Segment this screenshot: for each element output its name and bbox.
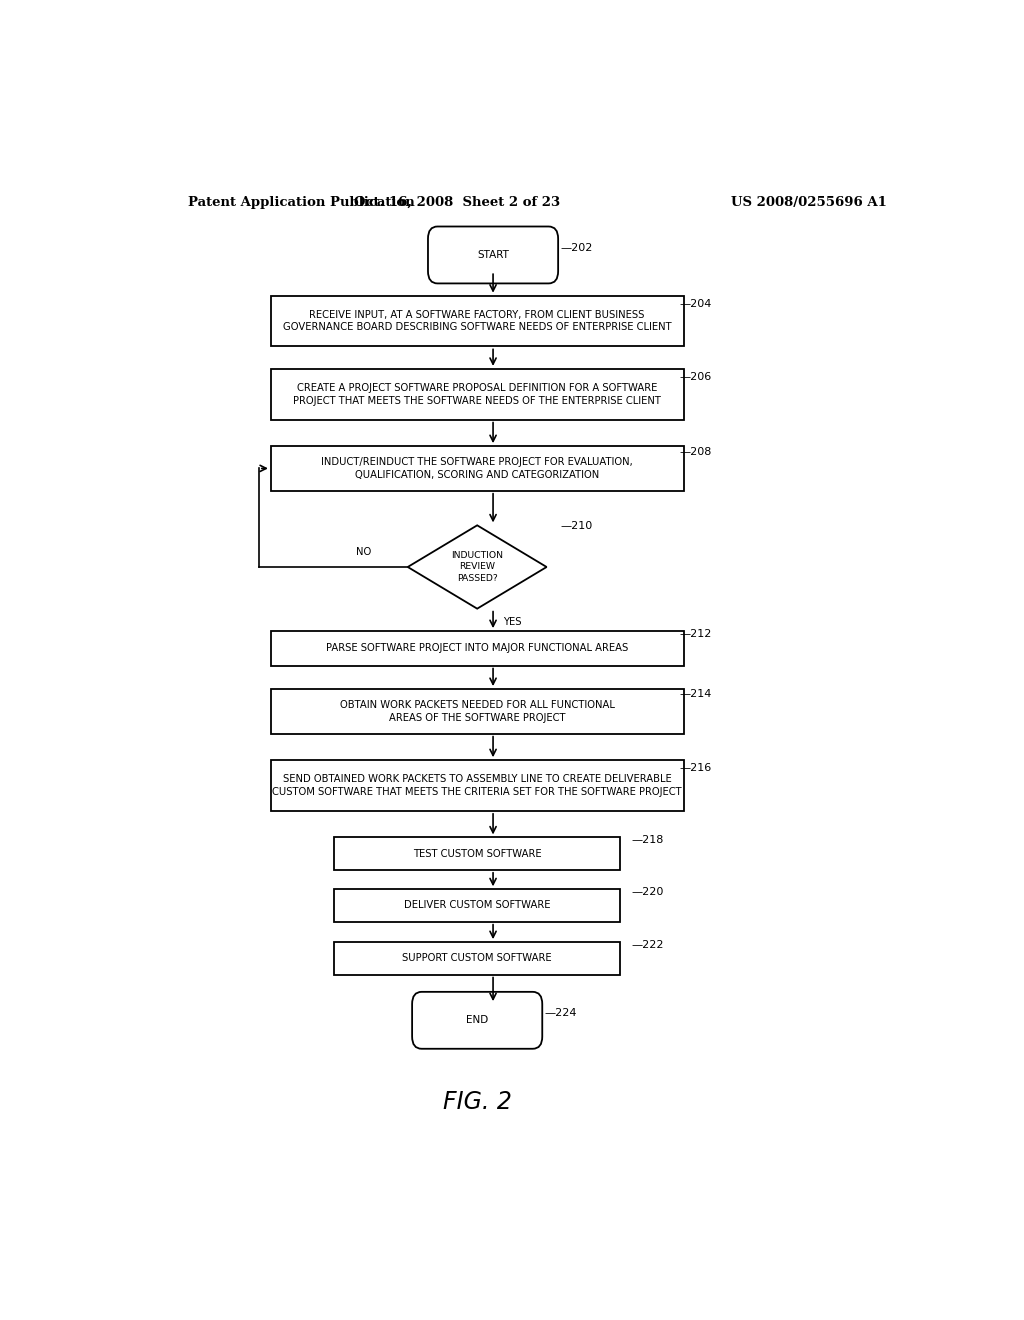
FancyBboxPatch shape	[428, 227, 558, 284]
Text: —204: —204	[680, 298, 712, 309]
Bar	[334, 890, 620, 921]
Text: —210: —210	[560, 521, 593, 532]
Text: —224: —224	[545, 1008, 578, 1018]
Text: PARSE SOFTWARE PROJECT INTO MAJOR FUNCTIONAL AREAS: PARSE SOFTWARE PROJECT INTO MAJOR FUNCTI…	[326, 643, 629, 653]
Text: END: END	[466, 1015, 488, 1026]
Bar	[270, 631, 684, 665]
Text: START: START	[477, 249, 509, 260]
Text: RECEIVE INPUT, AT A SOFTWARE FACTORY, FROM CLIENT BUSINESS
GOVERNANCE BOARD DESC: RECEIVE INPUT, AT A SOFTWARE FACTORY, FR…	[283, 310, 672, 333]
Text: NO: NO	[356, 546, 372, 557]
Text: —214: —214	[680, 689, 712, 700]
Polygon shape	[408, 525, 547, 609]
Text: OBTAIN WORK PACKETS NEEDED FOR ALL FUNCTIONAL
AREAS OF THE SOFTWARE PROJECT: OBTAIN WORK PACKETS NEEDED FOR ALL FUNCT…	[340, 700, 614, 723]
Text: —218: —218	[632, 836, 665, 845]
Text: US 2008/0255696 A1: US 2008/0255696 A1	[731, 195, 887, 209]
Text: —206: —206	[680, 372, 712, 381]
Text: —216: —216	[680, 763, 712, 774]
Text: Oct. 16, 2008  Sheet 2 of 23: Oct. 16, 2008 Sheet 2 of 23	[354, 195, 560, 209]
Bar	[270, 760, 684, 810]
Text: —208: —208	[680, 447, 712, 457]
Text: Patent Application Publication: Patent Application Publication	[187, 195, 415, 209]
Bar	[334, 837, 620, 870]
Text: —202: —202	[560, 243, 593, 253]
Text: SUPPORT CUSTOM SOFTWARE: SUPPORT CUSTOM SOFTWARE	[402, 953, 552, 964]
Bar	[270, 368, 684, 420]
Text: INDUCTION
REVIEW
PASSED?: INDUCTION REVIEW PASSED?	[452, 552, 503, 582]
Bar	[270, 446, 684, 491]
Text: CREATE A PROJECT SOFTWARE PROPOSAL DEFINITION FOR A SOFTWARE
PROJECT THAT MEETS : CREATE A PROJECT SOFTWARE PROPOSAL DEFIN…	[293, 383, 662, 405]
Text: FIG. 2: FIG. 2	[442, 1089, 512, 1114]
Text: —212: —212	[680, 630, 712, 639]
Text: —222: —222	[632, 940, 665, 950]
Bar	[270, 689, 684, 734]
Text: DELIVER CUSTOM SOFTWARE: DELIVER CUSTOM SOFTWARE	[403, 900, 551, 911]
Text: YES: YES	[503, 616, 521, 627]
Text: —220: —220	[632, 887, 665, 898]
FancyBboxPatch shape	[412, 991, 543, 1049]
Text: SEND OBTAINED WORK PACKETS TO ASSEMBLY LINE TO CREATE DELIVERABLE
CUSTOM SOFTWAR: SEND OBTAINED WORK PACKETS TO ASSEMBLY L…	[272, 774, 682, 797]
Bar	[270, 296, 684, 346]
Text: INDUCT/REINDUCT THE SOFTWARE PROJECT FOR EVALUATION,
QUALIFICATION, SCORING AND : INDUCT/REINDUCT THE SOFTWARE PROJECT FOR…	[322, 457, 633, 479]
Text: TEST CUSTOM SOFTWARE: TEST CUSTOM SOFTWARE	[413, 849, 542, 858]
Bar	[334, 942, 620, 974]
